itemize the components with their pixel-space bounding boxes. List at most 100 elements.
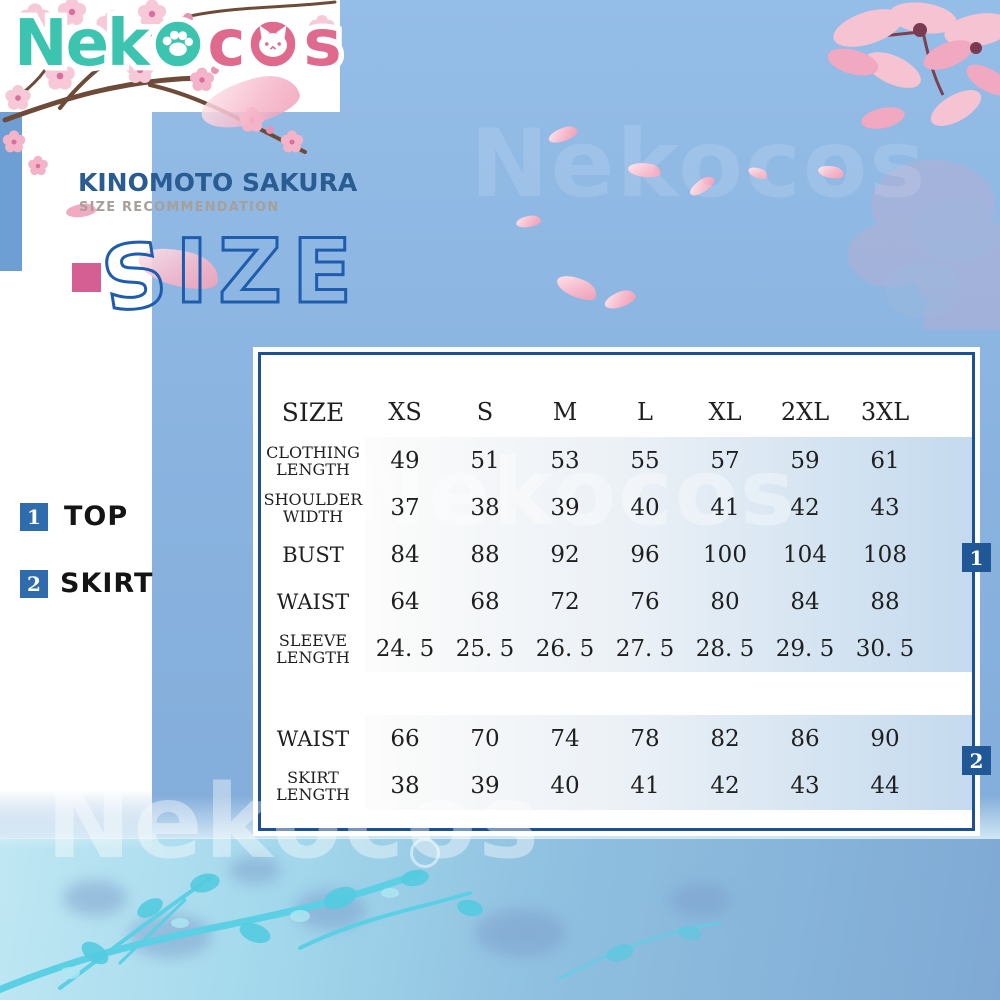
- cell-value: 51: [470, 447, 500, 474]
- column-header: XL: [708, 398, 742, 426]
- petal-decoration: [515, 214, 542, 229]
- cell-value: 40: [630, 494, 660, 521]
- cell-value: 37: [390, 494, 420, 521]
- cell-value: 61: [870, 447, 900, 474]
- cell-value: 82: [710, 725, 740, 752]
- size-table-panel: Nekocos SIZE XS S M L XL 2XL 3XL CLOTHIN…: [253, 347, 980, 836]
- legend-badge-top: 1: [20, 503, 48, 531]
- skirt-table-gradient-band: [365, 715, 972, 810]
- column-header: XS: [388, 398, 422, 426]
- table-row-waist: WAIST 64 68 72 76 80 84 88: [261, 578, 972, 625]
- pink-accent-square: [72, 263, 101, 292]
- column-header: 3XL: [860, 398, 910, 426]
- cell-value: 39: [550, 494, 580, 521]
- row-label: SLEEVE LENGTH: [276, 630, 350, 667]
- size-table-border: Nekocos SIZE XS S M L XL 2XL 3XL CLOTHIN…: [258, 352, 975, 831]
- column-header: S: [476, 398, 494, 426]
- legend-label-top: TOP: [64, 501, 129, 532]
- size-section-title: SIZE: [94, 218, 362, 334]
- cell-value: 55: [630, 447, 660, 474]
- table-row-sleeve-length: SLEEVE LENGTH 24. 5 25. 5 26. 5 27. 5 28…: [261, 625, 972, 672]
- cell-value: 68: [470, 588, 500, 615]
- cell-value: 66: [390, 725, 420, 752]
- petal-decoration: [602, 287, 638, 312]
- row-label: CLOTHING LENGTH: [266, 442, 360, 479]
- cell-value: 41: [630, 773, 660, 799]
- bottom-decor-band: [0, 838, 1000, 1000]
- cell-value: 44: [870, 773, 900, 799]
- cell-value: 43: [870, 494, 900, 521]
- logo-outline-layer: Nek c s: [9, 7, 348, 82]
- table-row-bust: BUST 84 88 92 96 100 104 108: [261, 531, 972, 578]
- paw-icon: [150, 16, 205, 72]
- cell-value: 42: [790, 494, 820, 521]
- column-header: SIZE: [281, 397, 345, 427]
- cat-face-watermark: [410, 838, 440, 868]
- petal-decoration: [627, 160, 662, 180]
- cell-value: 74: [550, 725, 580, 752]
- column-header: 2XL: [780, 398, 830, 426]
- size-title-first-letter: S: [94, 218, 186, 334]
- row-label: SKIRT LENGTH: [276, 768, 350, 804]
- top-section-badge: 1: [962, 543, 991, 572]
- character-title: KINOMOTO SAKURA: [78, 168, 358, 197]
- table-row-skirt-waist: WAIST 66 70 74 78 82 86 90: [261, 715, 972, 762]
- cell-value: 86: [790, 725, 820, 752]
- size-title-rest: IZE: [174, 220, 363, 323]
- cell-value: 26. 5: [535, 635, 595, 662]
- cell-value: 38: [390, 773, 420, 799]
- cat-face-icon: [246, 16, 301, 72]
- cell-value: 28. 5: [695, 635, 755, 662]
- magnolia-flowers-illustration: [828, 2, 1000, 330]
- skirt-section-badge: 2: [962, 746, 991, 775]
- cell-value: 78: [630, 725, 660, 752]
- logo-fill-layer: Nek c s: [14, 7, 342, 81]
- cell-value: 88: [870, 588, 900, 615]
- cell-value: 42: [710, 773, 740, 799]
- cell-value: 108: [863, 541, 907, 568]
- row-label: SHOULDER WIDTH: [263, 489, 363, 526]
- cell-value: 30. 5: [855, 635, 915, 662]
- cell-value: 53: [550, 447, 580, 474]
- cell-value: 88: [470, 541, 500, 568]
- row-label: WAIST: [276, 589, 350, 614]
- cell-value: 25. 5: [455, 635, 515, 662]
- table-row-clothing-length: CLOTHING LENGTH 49 51 53 55 57 59 61: [261, 437, 972, 484]
- cell-value: 40: [550, 773, 580, 799]
- cell-value: 24. 5: [375, 635, 435, 662]
- cell-value: 92: [550, 541, 580, 568]
- cell-value: 70: [470, 725, 500, 752]
- petal-decoration: [746, 164, 770, 182]
- cell-value: 84: [790, 588, 820, 615]
- legend-label-skirt: SKIRT: [60, 568, 154, 599]
- table-header-row: SIZE XS S M L XL 2XL 3XL: [261, 382, 972, 442]
- cell-value: 72: [550, 588, 580, 615]
- cell-value: 39: [470, 773, 500, 799]
- cell-value: 38: [470, 494, 500, 521]
- top-table-gradient-band: [365, 437, 972, 672]
- petal-decoration: [686, 173, 718, 199]
- cell-value: 90: [870, 725, 900, 752]
- column-header: L: [637, 398, 653, 426]
- size-recommendation-subtitle: SIZE RECOMMENDATION: [79, 200, 280, 215]
- cell-value: 80: [710, 588, 740, 615]
- cell-value: 100: [703, 541, 747, 568]
- cell-value: 96: [630, 541, 660, 568]
- row-label: BUST: [282, 542, 344, 567]
- legend-badge-skirt: 2: [20, 570, 48, 598]
- petal-decoration: [553, 270, 601, 305]
- cell-value: 76: [630, 588, 660, 615]
- cell-value: 49: [390, 447, 420, 474]
- left-white-column-fade: [0, 790, 152, 850]
- cell-value: 27. 5: [615, 635, 675, 662]
- cell-value: 29. 5: [775, 635, 835, 662]
- cell-value: 43: [790, 773, 820, 799]
- cell-value: 84: [390, 541, 420, 568]
- logo-text-c: c: [207, 7, 246, 81]
- table-row-skirt-length: SKIRT LENGTH 38 39 40 41 42 43 44: [261, 762, 972, 810]
- row-label: WAIST: [276, 726, 350, 751]
- cell-value: 57: [710, 447, 740, 474]
- cell-value: 41: [710, 494, 740, 521]
- logo-text-s: s: [303, 7, 341, 81]
